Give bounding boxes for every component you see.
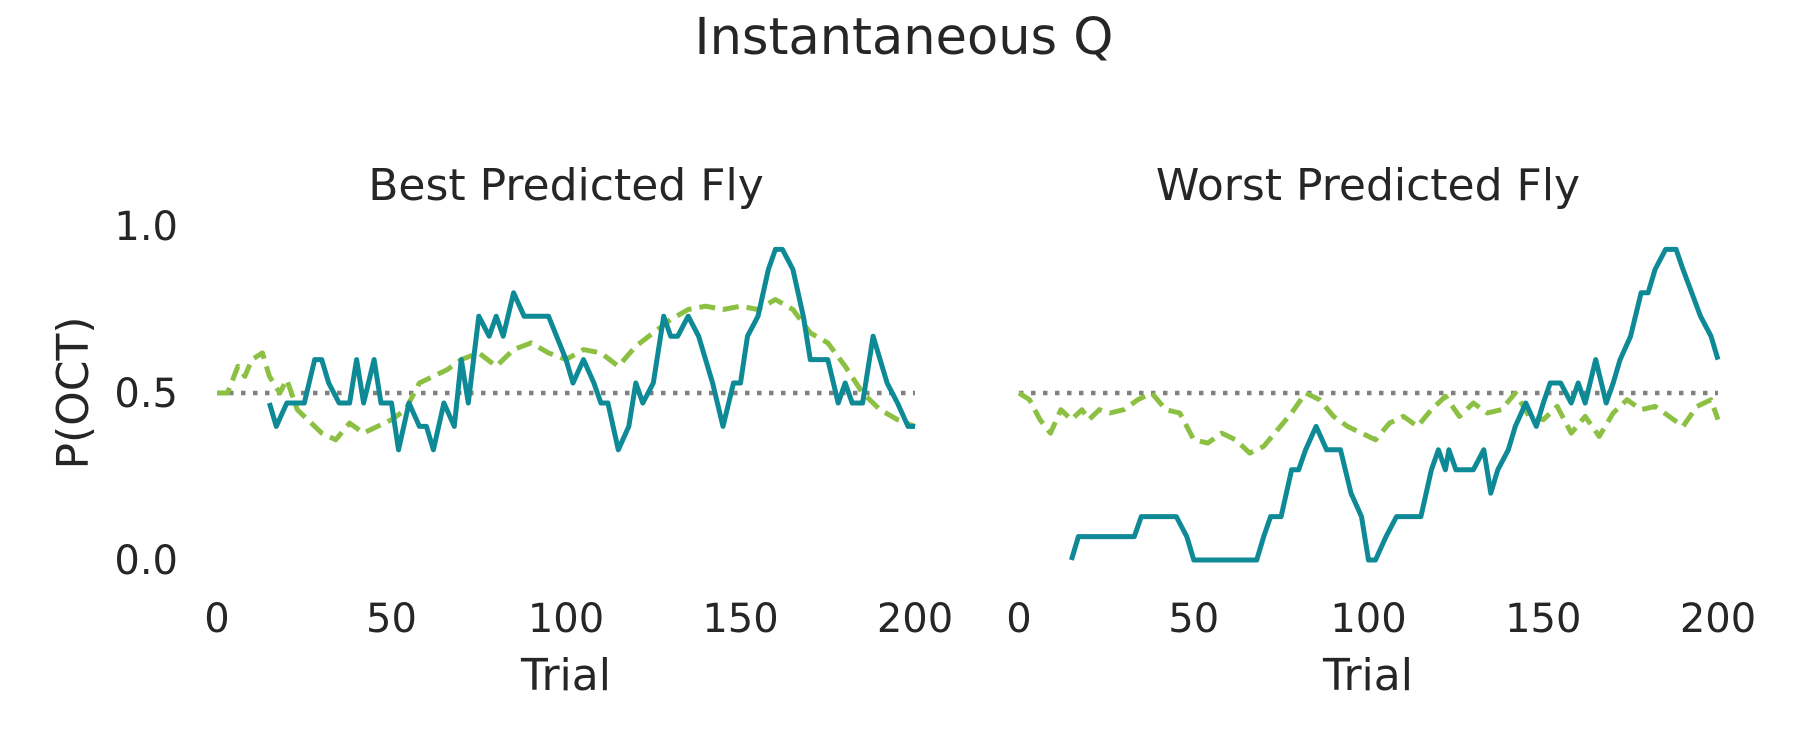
x-axis-label: Trial xyxy=(1322,650,1413,701)
x-axis-label: Trial xyxy=(520,650,611,701)
figure-suptitle: Instantaneous Q xyxy=(695,8,1114,67)
y-tick-label: 0.5 xyxy=(114,371,178,417)
panel-title: Best Predicted Fly xyxy=(368,160,764,211)
y-tick-label: 0.0 xyxy=(114,538,178,584)
x-tick-label: 0 xyxy=(1006,596,1031,642)
x-tick-label: 100 xyxy=(528,596,604,642)
predicted-series-line xyxy=(1017,390,1721,456)
y-tick-label: 1.0 xyxy=(114,204,178,250)
x-tick-label: 200 xyxy=(877,596,953,642)
x-tick-label: 100 xyxy=(1330,596,1406,642)
x-tick-label: 150 xyxy=(702,596,778,642)
observed-series-line xyxy=(1069,246,1721,563)
x-tick-label: 150 xyxy=(1505,596,1581,642)
x-tick-label: 200 xyxy=(1680,596,1756,642)
observed-series-line xyxy=(267,246,915,453)
x-tick-label: 50 xyxy=(366,596,417,642)
panel-worst-predicted-fly: Worst Predicted Fly Trial 0 50 100 150 200 xyxy=(1006,160,1756,701)
x-tick-label: 50 xyxy=(1168,596,1219,642)
panel-title: Worst Predicted Fly xyxy=(1156,160,1580,211)
x-tick-label: 0 xyxy=(204,596,229,642)
y-axis-label: P(OCT) xyxy=(48,316,99,469)
panel-best-predicted-fly: Best Predicted Fly Trial P(OCT) 0 50 100 15… xyxy=(48,160,953,701)
predicted-series-line xyxy=(217,297,916,443)
